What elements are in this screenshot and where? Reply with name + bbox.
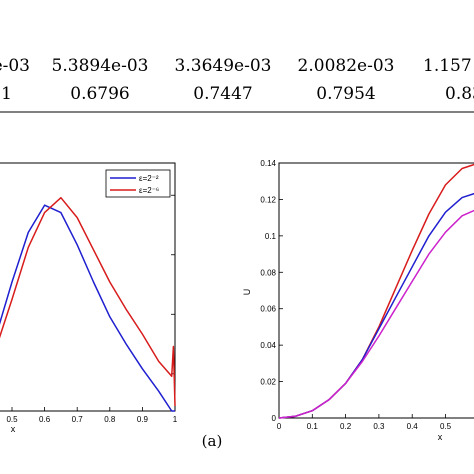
right-x-tick-label: 0.3 [373, 422, 385, 431]
right-x-axis-label: x [438, 432, 443, 442]
right-x-tick-label: 0.5 [440, 422, 452, 431]
right-x-tick-label: 0.1 [307, 422, 319, 431]
right-y-tick-label: 0.14 [260, 159, 276, 168]
right-series-line-3 [278, 209, 474, 419]
table-cell: 0.7447 [193, 84, 252, 104]
right-y-tick-label: 0.02 [260, 378, 276, 387]
left-plot-frame [0, 162, 176, 412]
right-y-tick-label: 0.12 [260, 195, 276, 204]
right-plot-frame [278, 162, 474, 419]
right-y-tick-label: 0.06 [260, 305, 276, 314]
left-x-tick-label: 0.9 [137, 415, 149, 424]
right-y-tick-label: 0 [272, 414, 277, 423]
left-series-line-2 [0, 196, 176, 407]
left-chart: 0.5 0.6 0.7 0.8 0.9 1 x ε=2⁻² ε=2⁻⁶ [0, 162, 178, 434]
legend-box [105, 169, 171, 198]
table-cell: 1.157 [423, 56, 472, 76]
subfigure-caption: (a) [202, 432, 223, 450]
right-chart: 00.10.20.30.40.50.00.020.040.060.080.10.… [242, 159, 474, 442]
legend-entry-2: ε=2⁻⁶ [139, 186, 159, 195]
right-y-tick-label: 0.04 [260, 341, 276, 350]
table-cell: 0.6796 [70, 84, 129, 104]
legend: ε=2⁻² ε=2⁻⁶ [105, 169, 171, 198]
left-x-tick-label: 0.7 [72, 415, 84, 424]
right-x-tick-label: 0.4 [407, 422, 419, 431]
legend-entry-1: ε=2⁻² [139, 174, 159, 183]
table-cell: e-03 [0, 56, 30, 76]
right-x-tick-label: 0.2 [340, 422, 352, 431]
table-cell: 1 [1, 84, 12, 104]
left-x-tick-label: 1 [173, 415, 178, 424]
right-series-line-2 [278, 192, 474, 419]
right-y-axis-label: U [242, 289, 252, 296]
left-series-line-1 [0, 204, 175, 412]
table-cell: 0.83 [445, 84, 474, 104]
left-x-tick-label: 0.5 [6, 415, 18, 424]
left-x-axis-label: x [11, 424, 16, 434]
right-y-tick-label: 0.1 [265, 232, 277, 241]
right-y-tick-label: 0.08 [260, 268, 276, 277]
right-x-tick-label: 0 [277, 422, 282, 431]
left-x-tick-label: 0.8 [104, 415, 116, 424]
table-cell: 2.0082e-03 [298, 56, 395, 76]
table-cell: 5.3894e-03 [52, 56, 149, 76]
left-x-tick-label: 0.6 [39, 415, 51, 424]
results-table: e-03 5.3894e-03 3.3649e-03 2.0082e-03 1.… [0, 56, 474, 113]
right-series-line-1 [278, 163, 474, 419]
table-cell: 0.7954 [316, 84, 375, 104]
table-cell: 3.3649e-03 [175, 56, 272, 76]
